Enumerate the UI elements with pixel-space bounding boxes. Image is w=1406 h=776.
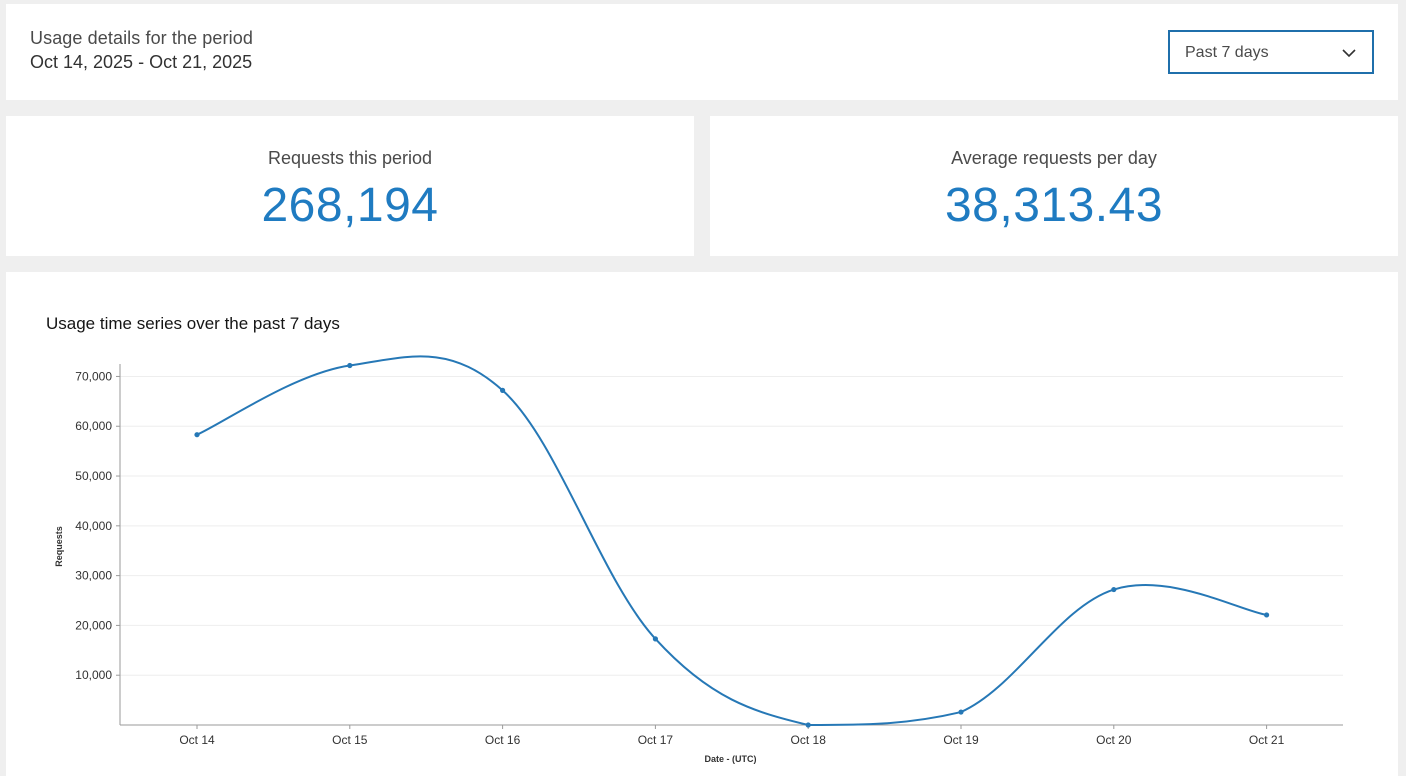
y-tick-label: 50,000: [75, 469, 112, 483]
x-tick-label: Oct 15: [332, 733, 368, 747]
y-tick-label: 20,000: [75, 618, 112, 632]
series-line-requests: [196, 355, 1267, 727]
data-point-oct-15: [347, 362, 353, 369]
requests-stat-card: Requests this period 268,194: [6, 116, 694, 256]
x-tick-label: Oct 20: [1096, 733, 1132, 747]
y-tick-label: 60,000: [75, 419, 112, 433]
average-stat-value: 38,313.43: [944, 179, 1164, 232]
chart-title: Usage time series over the past 7 days: [46, 314, 340, 333]
data-point-oct-21: [1264, 612, 1270, 618]
data-point-oct-20: [1111, 586, 1117, 593]
y-tick-label: 30,000: [75, 569, 112, 583]
x-axis-title: Date - (UTC): [705, 754, 757, 764]
usage-chart-card: Usage time series over the past 7 days 1…: [6, 272, 1398, 776]
usage-line-chart: 10,000 20,000 30,000 40,000 50,000 60,000 70,0…: [54, 355, 1343, 764]
data-point-oct-17: [652, 636, 659, 642]
requests-stat-label: Requests this period: [267, 148, 433, 168]
average-stat-card: Average requests per day 38,313.43: [710, 116, 1398, 256]
chevron-down-icon: [1342, 45, 1356, 58]
period-select-value: Past 7 days: [1185, 44, 1269, 61]
y-axis-title: Requests: [54, 526, 64, 567]
average-stat-label: Average requests per day: [951, 148, 1157, 168]
data-point-oct-16: [500, 387, 506, 393]
x-tick-label: Oct 16: [485, 733, 521, 747]
period-label: Usage details for the period: [30, 28, 253, 48]
period-select-dropdown[interactable]: Past 7 days: [1168, 30, 1374, 74]
data-point-oct-19: [958, 709, 964, 715]
requests-stat-value: 268,194: [261, 179, 439, 232]
y-tick-label: 70,000: [75, 369, 112, 383]
data-point-oct-14: [194, 432, 200, 438]
x-tick-label: Oct 21: [1249, 733, 1285, 747]
period-range: Oct 14, 2025 - Oct 21, 2025: [30, 52, 253, 72]
x-tick-label: Oct 18: [791, 733, 827, 747]
x-tick-label: Oct 19: [943, 733, 979, 747]
x-tick-label: Oct 17: [638, 733, 674, 747]
x-tick-label: Oct 14: [179, 733, 215, 747]
data-point-oct-18: [805, 722, 811, 728]
y-tick-label: 10,000: [75, 668, 112, 682]
period-header-card: Usage details for the period Oct 14, 202…: [6, 4, 1398, 100]
y-tick-label: 40,000: [75, 519, 112, 533]
